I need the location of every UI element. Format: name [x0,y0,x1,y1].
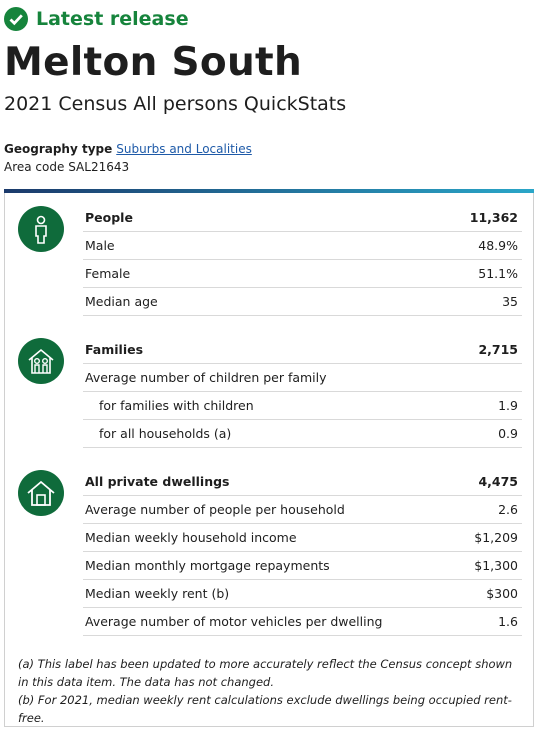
check-icon [4,7,28,31]
value: 0.9 [498,426,518,441]
label: Median monthly mortgage repayments [85,558,330,573]
value: 11,362 [469,210,518,225]
release-badge: Latest release [4,6,189,32]
value: 2,715 [478,342,518,357]
geo-type-label: Geography type [4,142,113,156]
label: Median weekly household income [85,530,297,545]
label: Median weekly rent (b) [85,586,230,601]
dwellings-icon [18,470,64,516]
label: Female [85,266,131,281]
row: Median age 35 [83,288,522,316]
label: All private dwellings [85,474,230,489]
footnote: (b) For 2021, median weekly rent calcula… [18,693,512,725]
row: for all households (a) 0.9 [83,420,522,448]
row: Male 48.9% [83,232,522,260]
label: Families [85,342,144,357]
row: for families with children 1.9 [83,392,522,420]
value: $1,300 [474,558,518,573]
subtitle: 2021 Census All persons QuickStats [4,93,347,115]
label: Male [85,238,115,253]
footnotes: (a) This label has been updated to more … [18,655,523,727]
badge-text: Latest release [36,8,189,30]
row: Average number of children per family [83,364,522,392]
value: 1.6 [498,614,518,629]
row: Median weekly household income $1,209 [83,524,522,552]
value: 48.9% [478,238,518,253]
row: Average number of people per household 2.… [83,496,522,524]
geo-type-link[interactable]: Suburbs and Localities [116,142,252,156]
label: People [85,210,133,225]
value: 4,475 [478,474,518,489]
geography: Geography type Suburbs and Localities Are… [4,140,252,176]
value: 35 [502,294,518,309]
footnote: (a) This label has been updated to more … [18,657,513,689]
label: for families with children [99,398,254,413]
value: $1,209 [474,530,518,545]
label: Median age [85,294,158,309]
label: for all households (a) [99,426,232,441]
row: Families 2,715 [83,336,522,364]
row: Median weekly rent (b) $300 [83,580,522,608]
row: People 11,362 [83,204,522,232]
row: Average number of motor vehicles per dwe… [83,608,522,636]
row: Median monthly mortgage repayments $1,300 [83,552,522,580]
value: 2.6 [498,502,518,517]
row: All private dwellings 4,475 [83,468,522,496]
title: Melton South [4,40,303,85]
label: Average number of children per family [85,370,327,385]
value: 51.1% [478,266,518,281]
stats-card: People 11,362 Male 48.9% Female 51.1% Media… [4,189,534,727]
value: 1.9 [498,398,518,413]
people-icon [18,206,64,252]
label: Average number of people per household [85,502,345,517]
row: Female 51.1% [83,260,522,288]
value: $300 [486,586,518,601]
families-icon [18,338,64,384]
label: Average number of motor vehicles per dwe… [85,614,383,629]
area-code-value: SAL21643 [68,160,130,174]
area-code-label: Area code [4,160,65,174]
